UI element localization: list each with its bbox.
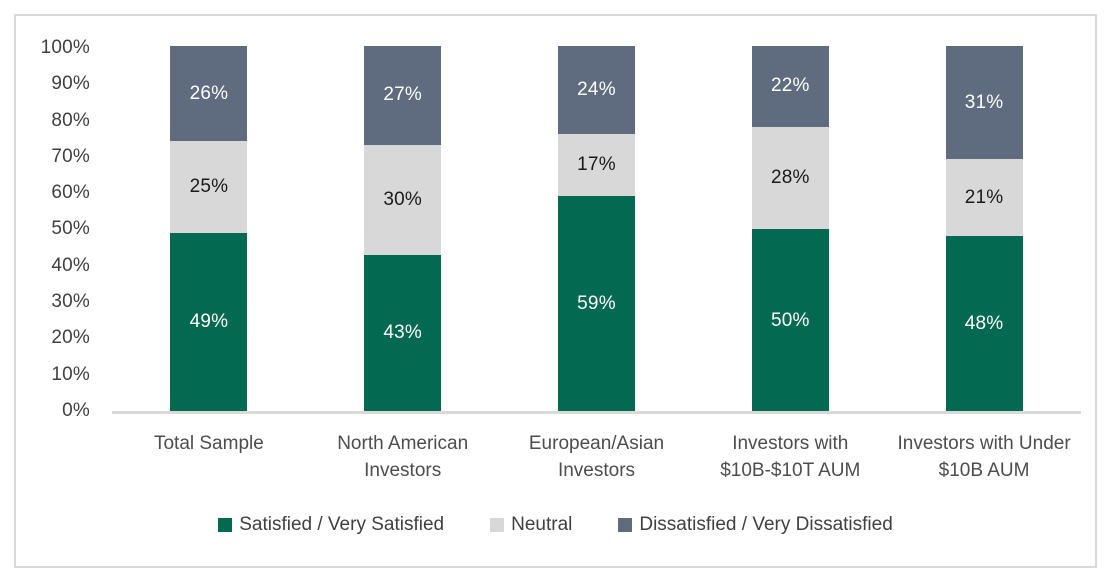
category-label: European/Asian Investors xyxy=(528,433,665,481)
bar-slot: 48% 21% 31% xyxy=(887,46,1081,412)
data-label: 30% xyxy=(383,188,422,210)
y-axis-tick-label: 100% xyxy=(40,37,90,58)
legend-item[interactable]: Dissatisfied / Very Dissatisfied xyxy=(618,514,893,536)
bar-segment[interactable]: 59% xyxy=(557,196,635,412)
data-label: 28% xyxy=(770,166,810,188)
data-label: 17% xyxy=(577,153,616,175)
data-label: 24% xyxy=(577,78,616,100)
bar-segment[interactable]: 17% xyxy=(557,133,635,197)
stacked-bar[interactable]: 49% 25% 26% xyxy=(170,46,248,412)
y-axis-tick-label: 60% xyxy=(51,182,90,204)
data-label: 22% xyxy=(770,75,810,97)
category-label: Investors with $10B-$10T AUM xyxy=(720,433,861,481)
category-label: Investors with Under $10B AUM xyxy=(897,433,1071,481)
bar-segment[interactable]: 25% xyxy=(170,141,248,233)
y-axis: 100% 90% 80% 70% 60% 50% 40% 30% 20% 10% 0% xyxy=(16,35,90,424)
y-axis-tick-label: 50% xyxy=(51,218,90,240)
legend-swatch-icon xyxy=(490,518,505,532)
legend-label: Dissatisfied / Very Dissatisfied xyxy=(639,514,893,535)
x-axis-labels: Total Sample North American Investors Euro… xyxy=(112,430,1081,484)
y-axis-tick-label: 90% xyxy=(51,73,90,95)
category-label: Total Sample xyxy=(153,433,264,454)
legend-label: Satisfied / Very Satisfied xyxy=(239,514,445,535)
y-axis-tick-label: 40% xyxy=(51,254,90,276)
legend-item[interactable]: Satisfied / Very Satisfied xyxy=(218,514,444,536)
bar-slot: 43% 30% 27% xyxy=(306,46,500,412)
legend-label: Neutral xyxy=(511,514,573,535)
bar-slot: 50% 28% 22% xyxy=(693,46,887,412)
y-axis-tick-label: 0% xyxy=(62,399,90,421)
data-label: 43% xyxy=(383,322,422,344)
bar-segment[interactable]: 27% xyxy=(364,46,442,145)
legend-item[interactable]: Neutral xyxy=(490,514,572,536)
bar-segment[interactable]: 30% xyxy=(364,144,442,255)
bar-segment[interactable]: 28% xyxy=(751,126,829,229)
bar-segment[interactable]: 50% xyxy=(751,229,829,412)
bar-segment[interactable]: 31% xyxy=(945,46,1023,160)
y-axis-tick-label: 30% xyxy=(51,291,90,313)
stacked-bar[interactable]: 50% 28% 22% xyxy=(751,46,829,412)
plot-area: 49% 25% 26% 43% 30% 27% 59% 17% 24% 50% 28% 22% 48% 2… xyxy=(112,46,1081,414)
stacked-bar[interactable]: 43% 30% 27% xyxy=(364,46,442,412)
legend-swatch-icon xyxy=(218,518,233,532)
data-label: 26% xyxy=(189,82,229,104)
y-axis-tick-label: 20% xyxy=(51,327,90,349)
data-label: 49% xyxy=(189,311,229,333)
data-label: 48% xyxy=(964,313,1004,335)
bar-segment[interactable]: 22% xyxy=(751,46,829,127)
y-axis-tick-label: 10% xyxy=(51,363,90,385)
legend-swatch-icon xyxy=(618,518,633,532)
data-label: 27% xyxy=(383,84,422,106)
bar-segment[interactable]: 48% xyxy=(945,236,1023,412)
bar-segment[interactable]: 26% xyxy=(170,46,248,142)
stacked-bar[interactable]: 59% 17% 24% xyxy=(557,46,635,412)
bar-segment[interactable]: 24% xyxy=(557,46,635,134)
x-axis-line xyxy=(112,411,1081,414)
category-label: North American Investors xyxy=(337,433,469,481)
chart-frame: 100% 90% 80% 70% 60% 50% 40% 30% 20% 10% 0% 49% 25%… xyxy=(14,14,1097,568)
y-axis-tick-label: 80% xyxy=(51,109,90,131)
legend: Satisfied / Very Satisfied Neutral Dissati… xyxy=(16,514,1095,536)
bar-segment[interactable]: 21% xyxy=(945,159,1023,237)
y-axis-tick-label: 70% xyxy=(51,145,90,167)
bar-slot: 59% 17% 24% xyxy=(500,46,694,412)
data-label: 25% xyxy=(189,175,229,197)
data-label: 50% xyxy=(770,309,810,331)
data-label: 59% xyxy=(577,293,616,315)
data-label: 21% xyxy=(964,186,1004,208)
bar-segment[interactable]: 49% xyxy=(170,232,248,412)
bar-segment[interactable]: 43% xyxy=(364,254,442,412)
bar-slot: 49% 25% 26% xyxy=(112,46,306,412)
stacked-bar[interactable]: 48% 21% 31% xyxy=(945,46,1023,412)
data-label: 31% xyxy=(964,91,1004,113)
